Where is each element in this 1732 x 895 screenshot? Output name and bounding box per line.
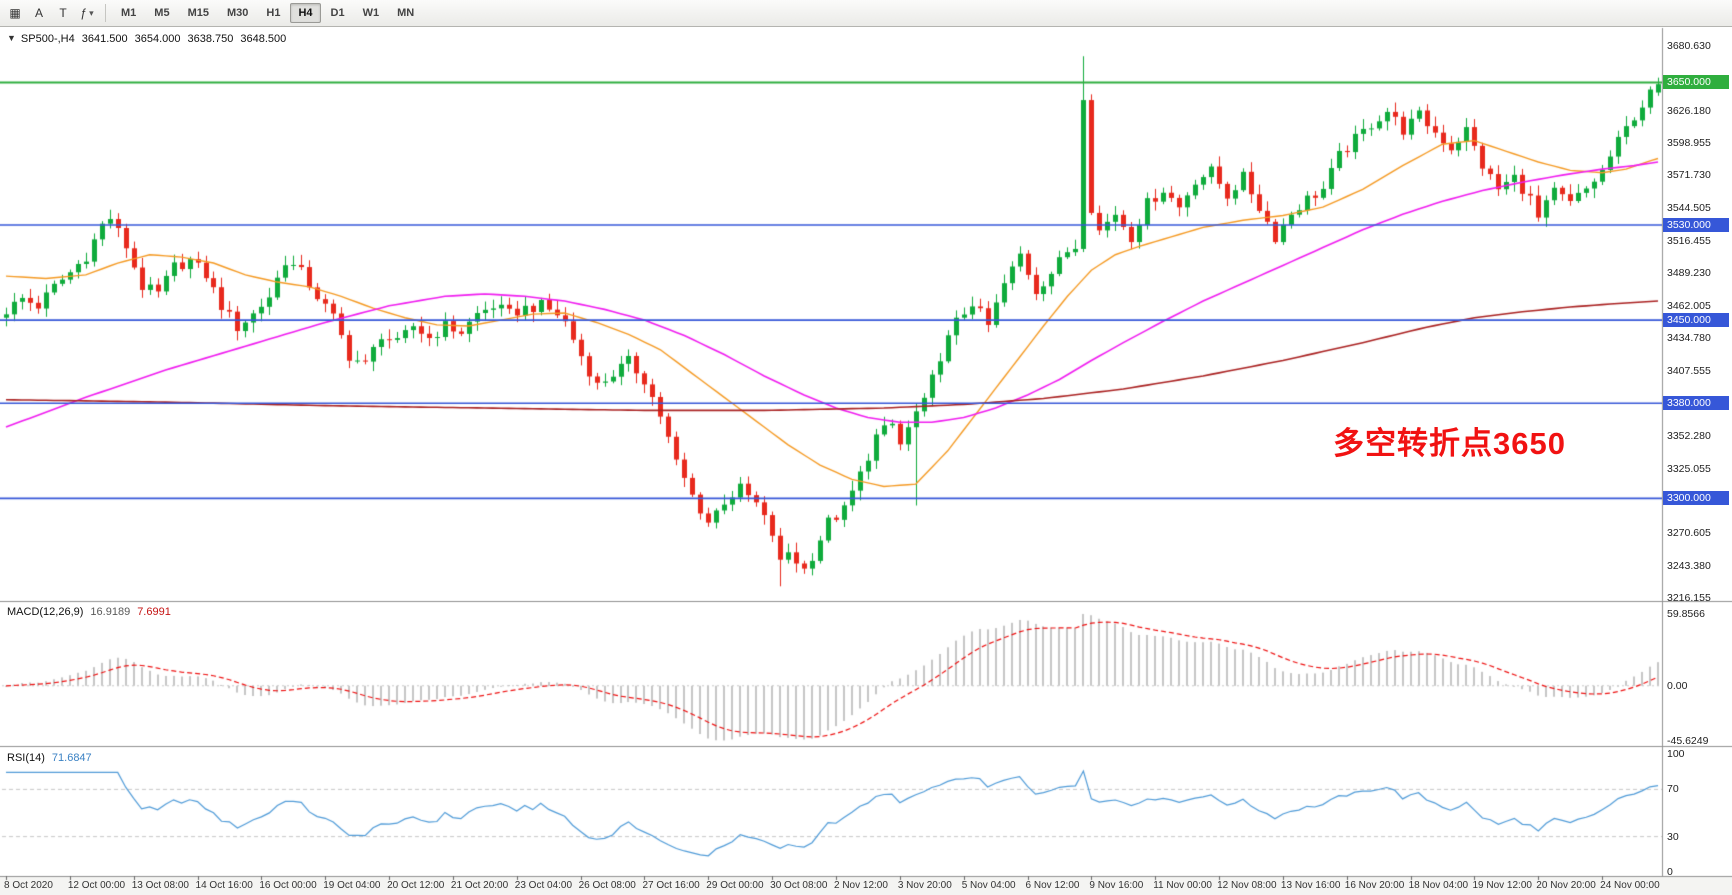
rsi-scale-label: 100 bbox=[1667, 748, 1685, 760]
time-axis-label: 12 Oct 00:00 bbox=[67, 880, 126, 891]
macd-name: MACD(12,26,9) bbox=[7, 606, 84, 618]
price-tag[interactable]: 3300.000 bbox=[1663, 491, 1729, 506]
time-axis-label: 27 Oct 16:00 bbox=[642, 880, 700, 891]
time-axis-label: 12 Nov 08:00 bbox=[1217, 880, 1277, 891]
macd-indicator-label[interactable]: MACD(12,26,9) 16.9189 7.6991 bbox=[7, 606, 171, 618]
macd-scale-label: 0.00 bbox=[1667, 679, 1688, 692]
time-axis-label: 2 Nov 12:00 bbox=[834, 880, 888, 891]
price-axis-label: 3407.555 bbox=[1667, 364, 1711, 377]
top-toolbar: ▦ A T ƒ ▾ M1 M5 M15 M30 H1 H4 D1 W1 MN bbox=[0, 0, 1732, 27]
text-tool-icon[interactable]: T bbox=[52, 3, 74, 24]
price-axis-label: 3216.155 bbox=[1667, 592, 1711, 604]
timeframe-button-m30[interactable]: M30 bbox=[219, 3, 256, 23]
indicators-icon: ƒ bbox=[80, 6, 88, 20]
rsi-scale-label: 0 bbox=[1667, 866, 1673, 878]
time-axis-label: 19 Nov 12:00 bbox=[1472, 880, 1532, 891]
price-axis-label: 3243.380 bbox=[1667, 559, 1711, 572]
price-axis-label: 3352.280 bbox=[1667, 430, 1711, 443]
price-tag[interactable]: 3650.000 bbox=[1663, 75, 1729, 90]
price-axis-label: 3516.455 bbox=[1667, 235, 1711, 248]
time-axis-label: 11 Nov 00:00 bbox=[1153, 880, 1212, 891]
rsi-scale-label: 30 bbox=[1667, 830, 1679, 843]
time-axis-label: 16 Oct 00:00 bbox=[259, 880, 317, 891]
time-axis-label: 13 Nov 16:00 bbox=[1280, 880, 1341, 891]
price-tag[interactable]: 3530.000 bbox=[1663, 218, 1729, 232]
rsi-scale-label: 70 bbox=[1667, 783, 1679, 796]
time-axis-label: 30 Oct 08:00 bbox=[770, 880, 828, 891]
time-axis-label: 16 Nov 20:00 bbox=[1344, 880, 1405, 891]
price-axis-label: 3680.630 bbox=[1667, 40, 1711, 52]
timeframe-button-mn[interactable]: MN bbox=[389, 3, 422, 23]
time-axis-label: 13 Oct 08:00 bbox=[131, 880, 189, 891]
toolbar-separator bbox=[105, 4, 106, 22]
ohlc-high: 3654.000 bbox=[134, 33, 181, 45]
time-axis-label: 24 Nov 00:00 bbox=[1600, 880, 1660, 891]
chevron-down-icon: ▾ bbox=[89, 7, 94, 18]
indicators-button[interactable]: ƒ ▾ bbox=[76, 3, 98, 24]
timeframe-button-h4[interactable]: H4 bbox=[290, 3, 321, 23]
time-axis-label: 9 Nov 16:00 bbox=[1089, 880, 1144, 891]
macd-signal-value: 7.6991 bbox=[137, 606, 171, 618]
price-axis-label: 3270.605 bbox=[1667, 527, 1711, 540]
price-axis-label: 3462.005 bbox=[1667, 299, 1711, 312]
time-axis-label: 20 Oct 12:00 bbox=[387, 880, 445, 891]
rsi-name: RSI(14) bbox=[7, 752, 45, 764]
price-axis-label: 3598.955 bbox=[1667, 137, 1711, 150]
macd-main-value: 16.9189 bbox=[90, 606, 131, 618]
rsi-value: 71.6847 bbox=[51, 752, 92, 764]
symbol-name: SP500-,H4 bbox=[20, 33, 75, 45]
time-axis-label: 23 Oct 04:00 bbox=[514, 880, 573, 891]
ohlc-open: 3641.500 bbox=[81, 33, 128, 45]
price-axis-label: 3325.055 bbox=[1667, 462, 1711, 475]
timeframe-button-m5[interactable]: M5 bbox=[146, 3, 177, 23]
time-axis-label: 8 Oct 2020 bbox=[4, 880, 53, 891]
timeframe-button-m15[interactable]: M15 bbox=[180, 3, 217, 23]
chart-annotation-text[interactable]: 多空转折点3650 bbox=[1333, 426, 1566, 461]
cursor-icon[interactable]: A bbox=[28, 3, 50, 24]
time-axis-label: 6 Nov 12:00 bbox=[1025, 880, 1080, 891]
macd-scale-label: 59.8566 bbox=[1667, 608, 1705, 620]
time-axis-label: 18 Nov 04:00 bbox=[1408, 880, 1469, 891]
symbol-info[interactable]: ▼ SP500-,H4 3641.500 3654.000 3638.750 3… bbox=[7, 33, 286, 45]
time-axis-label: 19 Oct 04:00 bbox=[323, 880, 381, 891]
price-axis-label: 3571.730 bbox=[1667, 169, 1711, 182]
price-tag[interactable]: 3380.000 bbox=[1663, 396, 1729, 411]
time-axis-label: 20 Nov 20:00 bbox=[1536, 880, 1596, 891]
chart-grid-icon[interactable]: ▦ bbox=[4, 3, 26, 24]
time-axis-label: 26 Oct 08:00 bbox=[578, 880, 636, 891]
time-axis-label: 14 Oct 16:00 bbox=[195, 880, 253, 891]
price-axis-label: 3626.180 bbox=[1667, 104, 1711, 117]
time-axis-label: 21 Oct 20:00 bbox=[450, 880, 509, 891]
rsi-indicator-label[interactable]: RSI(14) 71.6847 bbox=[7, 752, 92, 764]
ohlc-low: 3638.750 bbox=[187, 33, 234, 45]
time-axis-label: 3 Nov 20:00 bbox=[897, 880, 952, 891]
timeframe-button-h1[interactable]: H1 bbox=[258, 3, 288, 23]
time-axis-label: 5 Nov 04:00 bbox=[961, 880, 1016, 891]
timeframe-button-m1[interactable]: M1 bbox=[113, 3, 144, 23]
time-axis-label: 29 Oct 00:00 bbox=[706, 880, 764, 891]
timeframe-button-w1[interactable]: W1 bbox=[355, 3, 388, 23]
timeframe-button-d1[interactable]: D1 bbox=[323, 3, 353, 23]
price-axis-label: 3544.505 bbox=[1667, 201, 1711, 214]
ohlc-close: 3648.500 bbox=[240, 33, 287, 45]
macd-scale-label: -45.6249 bbox=[1667, 734, 1709, 747]
price-tag[interactable]: 3450.000 bbox=[1663, 313, 1729, 328]
collapse-arrow-icon[interactable]: ▼ bbox=[7, 33, 16, 43]
price-axis-label: 3489.230 bbox=[1667, 267, 1711, 280]
price-axis-label: 3434.780 bbox=[1667, 332, 1711, 345]
